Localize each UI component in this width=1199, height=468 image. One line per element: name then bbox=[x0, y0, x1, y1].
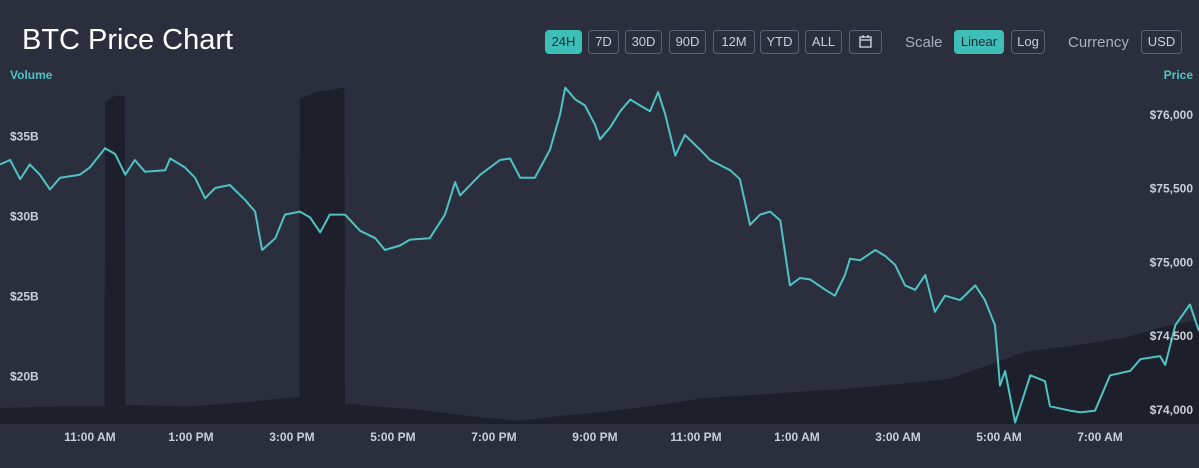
range-button[interactable]: 30D bbox=[625, 30, 662, 54]
y2-tick-label: $76,000 bbox=[1150, 108, 1194, 122]
volume-area bbox=[0, 87, 1199, 424]
y-tick-label: $25B bbox=[10, 290, 39, 304]
x-tick-label: 11:00 AM bbox=[64, 430, 116, 444]
x-tick-label: 7:00 PM bbox=[471, 430, 516, 444]
x-tick-label: 5:00 AM bbox=[976, 430, 1022, 444]
range-button[interactable]: 90D bbox=[669, 30, 706, 54]
y-tick-label: $35B bbox=[10, 129, 39, 143]
y-axis-title: Volume bbox=[10, 68, 53, 82]
scale-button[interactable]: Linear bbox=[954, 30, 1004, 54]
range-button[interactable]: YTD bbox=[760, 30, 799, 54]
x-tick-label: 3:00 AM bbox=[875, 430, 921, 444]
range-button[interactable]: 7D bbox=[588, 30, 619, 54]
x-tick-label: 1:00 AM bbox=[774, 430, 820, 444]
x-tick-label: 3:00 PM bbox=[269, 430, 314, 444]
y2-tick-label: $75,000 bbox=[1150, 255, 1194, 269]
calendar-button[interactable] bbox=[849, 30, 882, 54]
x-tick-label: 9:00 PM bbox=[572, 430, 617, 444]
currency-button[interactable]: USD bbox=[1141, 30, 1182, 54]
chart-title: BTC Price Chart bbox=[22, 24, 234, 56]
x-tick-label: 11:00 PM bbox=[670, 430, 721, 444]
scale-label: Scale bbox=[905, 34, 943, 51]
x-tick-label: 5:00 PM bbox=[370, 430, 415, 444]
scale-button[interactable]: Log bbox=[1011, 30, 1045, 54]
y-tick-label: $20B bbox=[10, 370, 39, 384]
range-button[interactable]: 12M bbox=[713, 30, 755, 54]
x-tick-label: 1:00 PM bbox=[168, 430, 213, 444]
y2-axis-title: Price bbox=[1164, 68, 1194, 82]
range-button[interactable]: 24H bbox=[545, 30, 582, 54]
y2-tick-label: $74,500 bbox=[1150, 329, 1194, 343]
calendar-icon bbox=[859, 35, 872, 48]
y2-tick-label: $75,500 bbox=[1150, 182, 1194, 196]
currency-label: Currency bbox=[1068, 34, 1129, 51]
range-button[interactable]: ALL bbox=[805, 30, 842, 54]
x-tick-label: 7:00 AM bbox=[1077, 430, 1123, 444]
y2-tick-label: $74,000 bbox=[1150, 403, 1194, 417]
price-line bbox=[0, 86, 1199, 424]
y-tick-label: $30B bbox=[10, 210, 39, 224]
